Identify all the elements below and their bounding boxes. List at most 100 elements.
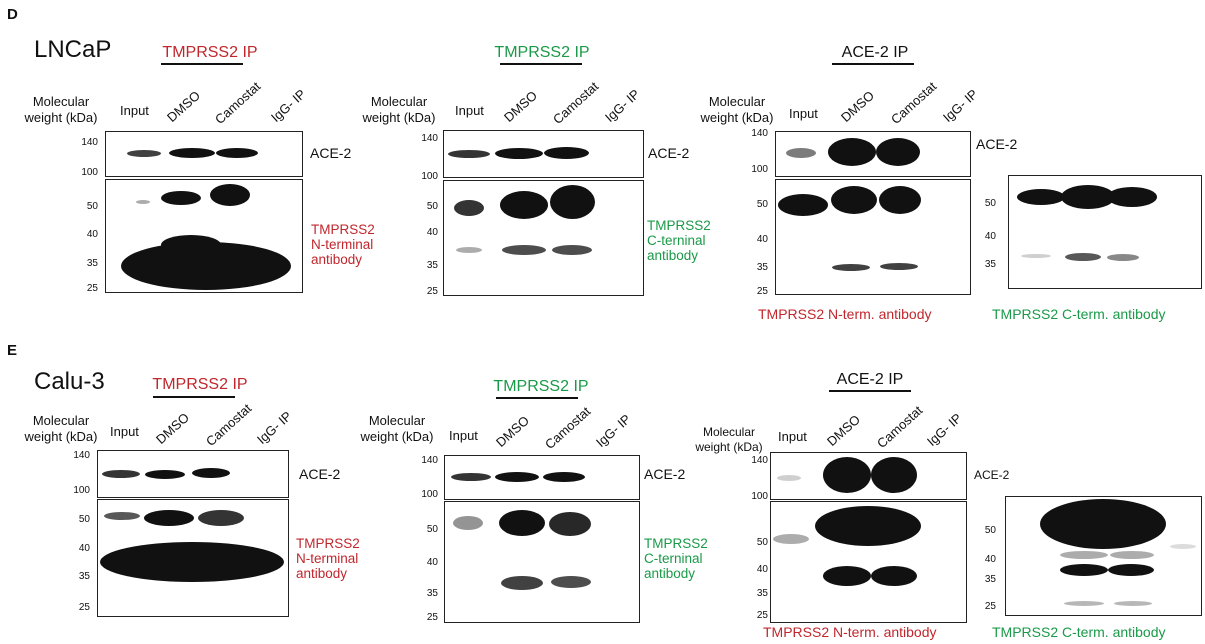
blot-band [1060,564,1108,576]
lane-label-dmso: DMSO [823,411,863,449]
blot-band [815,506,921,546]
lane-label-input: Input [120,103,149,118]
blot-band [786,148,816,158]
blot-ace2-strip [443,130,644,178]
ip-underline [161,63,243,65]
mw-title: Molecular weight (kDa) [24,413,98,444]
mw-tick: 140 [421,133,438,144]
blot-band [502,245,546,255]
ip-title-tmprss2-n: TMPRSS2 IP [152,376,248,393]
ip-underline [500,63,582,65]
blot-band [1107,254,1139,261]
blot-band [210,184,250,206]
lane-label-input: Input [449,428,478,443]
mw-tick: 50 [756,537,768,548]
mw-tick: 35 [426,260,438,271]
mw-tick: 100 [73,485,90,496]
blot-band [871,457,917,493]
mw-tick: 40 [86,229,98,240]
mw-title: Molecular weight (kDa) [700,94,774,125]
blot-band [198,510,244,526]
mw-tick: 40 [984,231,996,242]
blot-band [500,191,548,219]
blot-band [1114,601,1152,606]
blot-band [876,138,920,166]
blot-band [777,475,801,481]
mw-tick: 140 [73,450,90,461]
panel-letter-e: E [7,342,18,359]
lane-label-igg: IgG- IP [267,86,309,125]
lane-label-dmso: DMSO [500,87,540,125]
mw-tick: 40 [426,557,438,568]
ip-title-tmprss2-c: TMPRSS2 IP [493,378,589,395]
blot-band [145,470,185,479]
blot-band [456,247,482,253]
mw-tick: 40 [78,543,90,554]
blot-band [100,542,284,582]
mw-tick: 25 [86,283,98,294]
mw-title: Molecular weight (kDa) [362,94,436,125]
mw-tick: 35 [426,588,438,599]
blot-band [1061,185,1115,209]
blot-band [161,191,201,205]
blot-band [550,185,595,219]
mw-tick: 40 [426,227,438,238]
blot-band [880,263,918,270]
blot-band [544,147,589,159]
mw-tick: 100 [421,171,438,182]
blot-band [823,457,871,493]
blot-band [495,472,539,482]
blot-band [453,516,483,530]
mw-title: Molecular weight (kDa) [360,413,434,444]
mw-tick: 40 [984,554,996,565]
mw-tick: 25 [756,610,768,621]
blot-band [454,200,484,216]
blot-ace2-strip [770,452,967,500]
mw-tick: 100 [421,489,438,500]
blot-band [102,470,140,478]
blot-band [831,186,877,214]
blot-band [216,148,258,158]
lane-label-camostat: Camostat [873,402,926,451]
blot-band [778,194,828,216]
c-term-antibody-caption: TMPRSS2 C-term. antibody [992,624,1166,640]
mw-tick: 100 [81,167,98,178]
blot-band [823,566,871,586]
ip-title-tmprss2-n: TMPRSS2 IP [162,44,258,61]
blot-band [169,148,215,158]
mw-tick: 35 [756,262,768,273]
mw-tick: 50 [426,524,438,535]
blot-ace2-strip [444,455,640,500]
ip-title-ace2: ACE-2 IP [841,44,909,61]
blot-band [832,264,870,271]
blot-band [1021,254,1051,258]
mw-tick: 25 [426,612,438,623]
cell-line-label: Calu-3 [34,368,105,395]
lane-label-input: Input [778,429,807,444]
mw-tick: 140 [751,128,768,139]
blot-tmprss2-n [105,179,303,293]
ip-title-tmprss2-c: TMPRSS2 IP [494,44,590,61]
blot-band [161,235,221,255]
blot-band [501,576,543,590]
lane-label-igg: IgG- IP [601,86,643,125]
n-term-antibody-caption: TMPRSS2 N-term. antibody [763,624,937,640]
blot-band [828,138,876,166]
mw-title: Molecular weight (kDa) [695,425,763,454]
blot-band [499,510,545,536]
panel-letter-d: D [7,6,18,23]
n-terminal-antibody-label: TMPRSS2 N-terminal antibody [311,222,375,267]
c-terminal-antibody-label: TMPRSS2 C-terninal antibody [647,218,711,263]
mw-tick: 50 [78,514,90,525]
mw-tick: 50 [756,199,768,210]
ace2-band-label: ACE-2 [974,468,1010,482]
lane-label-camostat: Camostat [202,400,255,449]
mw-tick: 50 [984,525,996,536]
ace2-band-label: ACE-2 [644,466,686,482]
lane-label-camostat: Camostat [887,78,940,127]
lane-label-camostat: Camostat [549,78,602,127]
blot-band [448,150,490,158]
mw-tick: 50 [86,201,98,212]
mw-tick: 140 [81,137,98,148]
mw-tick: 140 [751,455,768,466]
